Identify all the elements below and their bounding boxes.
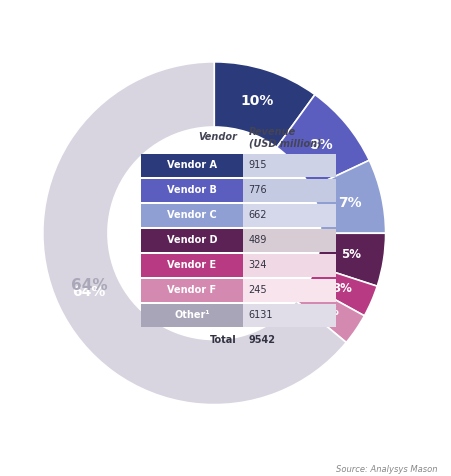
Text: 8%: 8% bbox=[309, 138, 333, 152]
Text: Other¹: Other¹ bbox=[174, 310, 210, 320]
Text: 64%: 64% bbox=[70, 278, 107, 293]
Wedge shape bbox=[307, 266, 377, 316]
Wedge shape bbox=[310, 160, 386, 233]
FancyBboxPatch shape bbox=[141, 254, 243, 277]
FancyBboxPatch shape bbox=[141, 204, 336, 227]
Wedge shape bbox=[296, 285, 364, 342]
Text: Vendor A: Vendor A bbox=[167, 160, 217, 170]
Text: Vendor D: Vendor D bbox=[167, 235, 217, 245]
Text: 5%: 5% bbox=[341, 248, 361, 261]
FancyBboxPatch shape bbox=[141, 279, 243, 302]
Wedge shape bbox=[214, 62, 315, 147]
Text: Vendor F: Vendor F bbox=[167, 285, 216, 295]
Text: Revenue
(USD million): Revenue (USD million) bbox=[249, 127, 321, 148]
Text: 489: 489 bbox=[249, 235, 267, 245]
Text: Vendor E: Vendor E bbox=[167, 260, 216, 270]
FancyBboxPatch shape bbox=[141, 279, 336, 302]
Text: 3%: 3% bbox=[319, 305, 339, 318]
Text: 3%: 3% bbox=[331, 282, 352, 295]
Text: Vendor B: Vendor B bbox=[167, 185, 217, 195]
Text: Total: Total bbox=[210, 335, 237, 345]
FancyBboxPatch shape bbox=[141, 229, 243, 252]
FancyBboxPatch shape bbox=[141, 154, 336, 177]
Text: Vendor: Vendor bbox=[198, 132, 237, 142]
Text: 776: 776 bbox=[249, 185, 267, 195]
Text: 7%: 7% bbox=[338, 196, 362, 210]
FancyBboxPatch shape bbox=[141, 229, 336, 252]
FancyBboxPatch shape bbox=[141, 304, 243, 327]
Text: Source: Analysys Mason: Source: Analysys Mason bbox=[336, 465, 437, 474]
Text: 245: 245 bbox=[249, 285, 267, 295]
Text: Vendor C: Vendor C bbox=[167, 210, 217, 220]
FancyBboxPatch shape bbox=[141, 179, 336, 202]
FancyBboxPatch shape bbox=[141, 154, 243, 177]
Text: 324: 324 bbox=[249, 260, 267, 270]
Text: 915: 915 bbox=[249, 160, 267, 170]
FancyBboxPatch shape bbox=[141, 254, 336, 277]
Wedge shape bbox=[276, 95, 369, 188]
FancyBboxPatch shape bbox=[141, 179, 243, 202]
Text: 662: 662 bbox=[249, 210, 267, 220]
Text: 10%: 10% bbox=[240, 94, 274, 108]
Wedge shape bbox=[43, 62, 346, 405]
FancyBboxPatch shape bbox=[141, 304, 336, 327]
Text: 64%: 64% bbox=[72, 285, 105, 299]
FancyBboxPatch shape bbox=[141, 204, 243, 227]
Text: 6131: 6131 bbox=[249, 310, 273, 320]
Wedge shape bbox=[315, 233, 386, 286]
Text: 9542: 9542 bbox=[249, 335, 276, 345]
